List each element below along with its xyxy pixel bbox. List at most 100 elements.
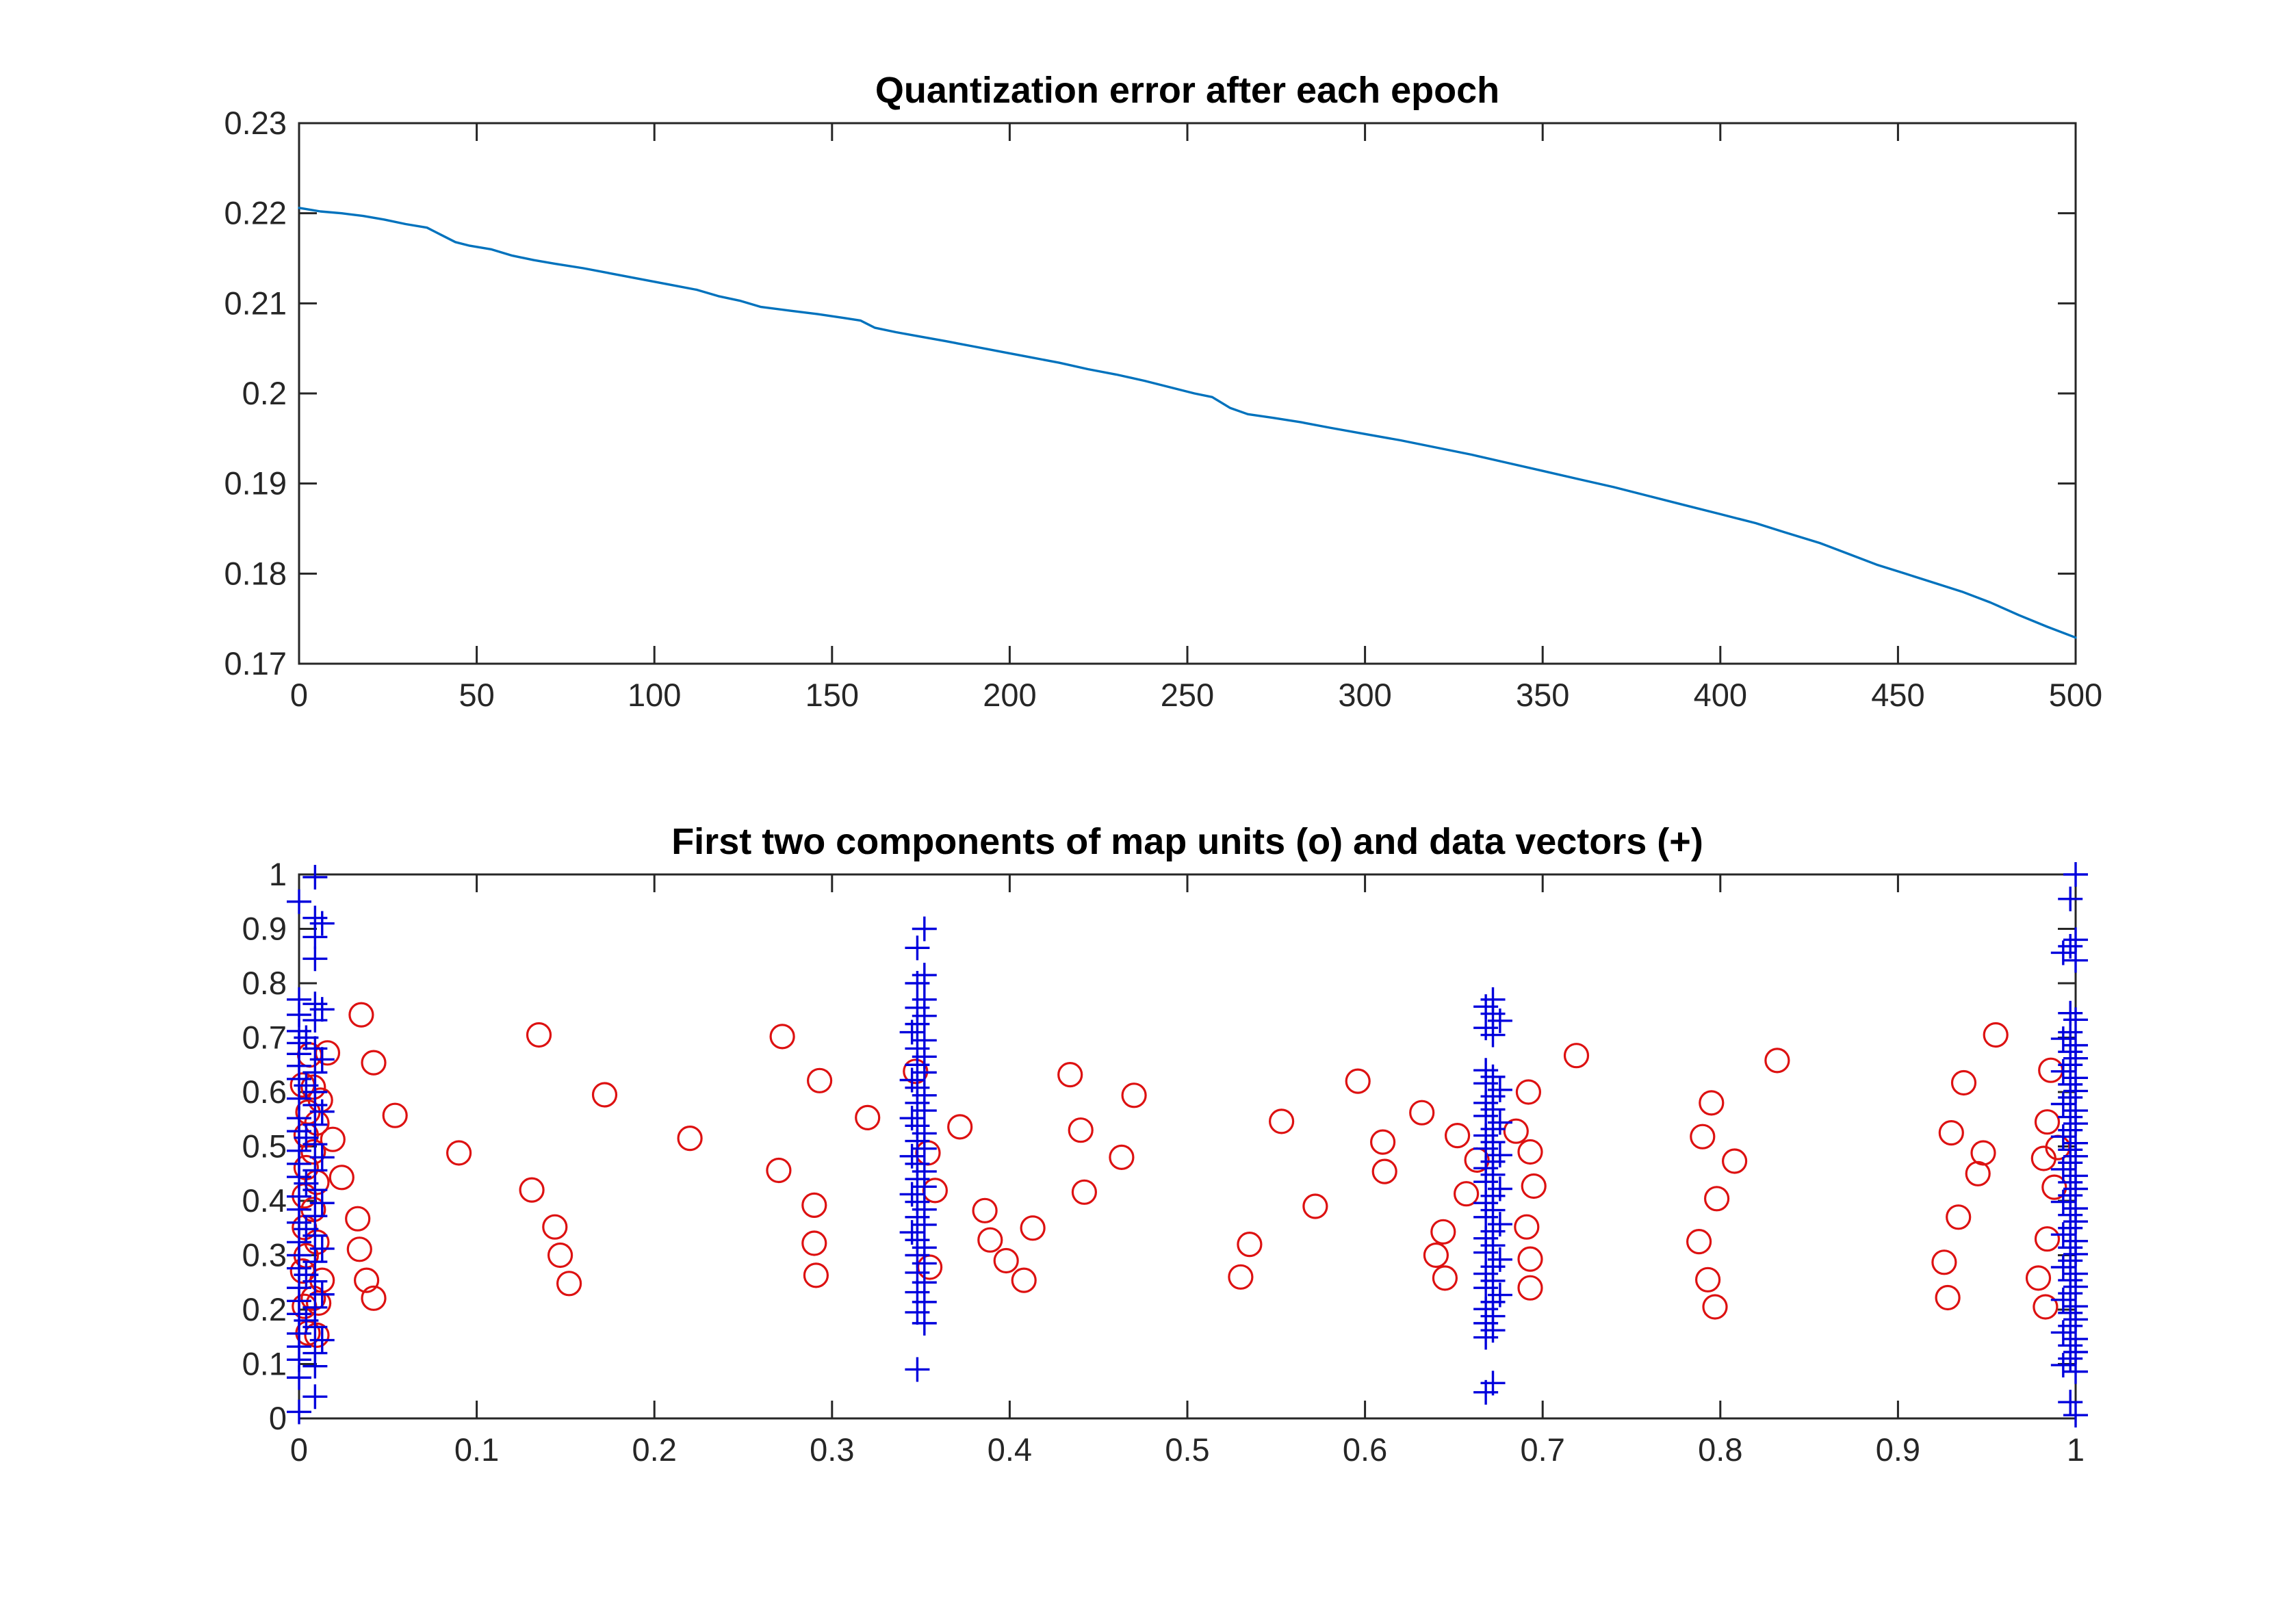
data-vector-marker [2063,948,2088,973]
map-unit-marker [1432,1265,1458,1291]
map-unit-marker [1965,1160,1991,1186]
data-vector-marker [1480,1162,1506,1187]
map-unit-marker [1515,1079,1541,1105]
x-tick-label: 150 [805,677,859,713]
data-vector-marker [287,1399,311,1425]
map-unit-marker [547,1242,573,1269]
map-unit-marker [361,1285,387,1311]
map-unit-marker [1563,1043,1590,1069]
map-unit-marker [1503,1118,1529,1144]
map-unit-marker [1699,1090,1725,1116]
data-vector-marker [1487,1008,1512,1033]
data-vector-marker [1487,1176,1512,1202]
x-tick-label: 350 [1516,677,1569,713]
map-unit-marker [1722,1148,1748,1174]
y-tick-label: 0.9 [242,911,287,947]
plot-box [298,873,2077,1420]
data-vector-marker [2050,1156,2076,1182]
map-unit-marker [915,1140,941,1166]
map-unit-marker [1970,1140,1996,1166]
data-vector-marker [1480,1233,1506,1258]
data-vector-marker [2050,1353,2076,1378]
data-vector-marker [905,1299,930,1325]
data-vector-marker [2050,1254,2076,1280]
map-unit-marker [1445,1122,1471,1149]
x-tick-label: 0.1 [454,1431,499,1468]
map-unit-marker [1938,1119,1964,1146]
map-unit-marker [1686,1228,1712,1255]
map-unit-marker [677,1125,703,1152]
map-unit-marker [1345,1068,1371,1094]
map-unit-marker [1454,1181,1480,1207]
map-unit-marker [328,1165,354,1191]
data-vector-marker [2063,1403,2088,1428]
data-vector-marker [1480,1197,1506,1223]
data-vector-marker [309,1236,335,1261]
data-vector-marker [2050,1091,2076,1117]
map-unit-marker [1521,1173,1547,1199]
map-unit-marker [769,1024,795,1050]
map-unit-marker [1690,1124,1716,1150]
map-unit-marker [1935,1284,1961,1311]
data-vector-marker [905,971,930,996]
data-vector-marker [309,911,335,936]
map-unit-marker [993,1247,1019,1274]
data-vector-marker [1473,1379,1499,1405]
data-vector-marker [309,1327,335,1353]
map-unit-marker [314,1040,341,1066]
y-tick-label: 0.1 [242,1346,287,1382]
data-vector-marker [309,1145,335,1170]
map-unit-marker [1302,1193,1328,1219]
map-unit-marker [1121,1082,1147,1108]
data-vector-marker [1480,1001,1506,1026]
data-vector-marker [309,1099,335,1124]
map-unit-marker [1371,1158,1397,1184]
x-tick-label: 0.2 [632,1431,677,1468]
plot-box [298,122,2077,665]
map-unit-marker [1109,1144,1135,1171]
data-vector-marker [1487,1110,1512,1135]
map-unit-marker [1931,1249,1957,1275]
data-vector-marker [2050,1026,2076,1052]
data-vector-marker [912,1289,937,1314]
data-vector-marker [905,1357,930,1382]
y-tick-label: 0.22 [224,195,287,231]
x-tick-label: 0.5 [1165,1431,1209,1468]
x-tick-label: 300 [1338,677,1391,713]
y-tick-label: 0.21 [224,285,287,321]
data-vector-marker [912,916,937,942]
map-unit-marker [2030,1145,2056,1171]
data-vector-marker [302,1178,328,1203]
map-unit-marker [801,1192,827,1219]
map-unit-marker [320,1126,346,1152]
map-unit-marker [1517,1139,1543,1165]
map-unit-marker [766,1157,792,1184]
map-unit-marker [1704,1186,1730,1212]
quantization-error-chart: 0 50 100 150 200 250 300 350 400 450 500 0.23 0.22 0.… [224,105,2103,713]
map-unit-marker [1369,1129,1396,1155]
data-vector-marker [302,1132,328,1157]
map-unit-marker [801,1230,827,1256]
y-tick-label: 0.6 [242,1074,287,1110]
map-unit-marker [947,1114,973,1140]
map-unit-marker [361,1050,387,1076]
data-vector-marker [1473,1015,1499,1041]
x-tick-label: 50 [459,677,494,713]
data-vector-marker [2058,933,2083,959]
y-tick-label: 0.8 [242,965,287,1001]
map-unit-marker [916,1254,943,1280]
map-unit-marker [1423,1242,1449,1269]
data-vector-marker [287,889,311,914]
data-vector-marker [1473,1325,1499,1350]
map-unit-marker [806,1067,833,1093]
map-units-series [289,1002,2071,1349]
map-unit-marker [1011,1267,1037,1293]
quantization-error-line [298,207,2077,639]
x-tick-label: 250 [1161,677,1214,713]
map-unit-marker [1071,1179,1098,1205]
data-vector-marker [302,864,328,890]
x-tick-label: 500 [2049,677,2102,713]
data-vector-marker [309,1047,335,1072]
map-unit-marker [2033,1294,2059,1320]
